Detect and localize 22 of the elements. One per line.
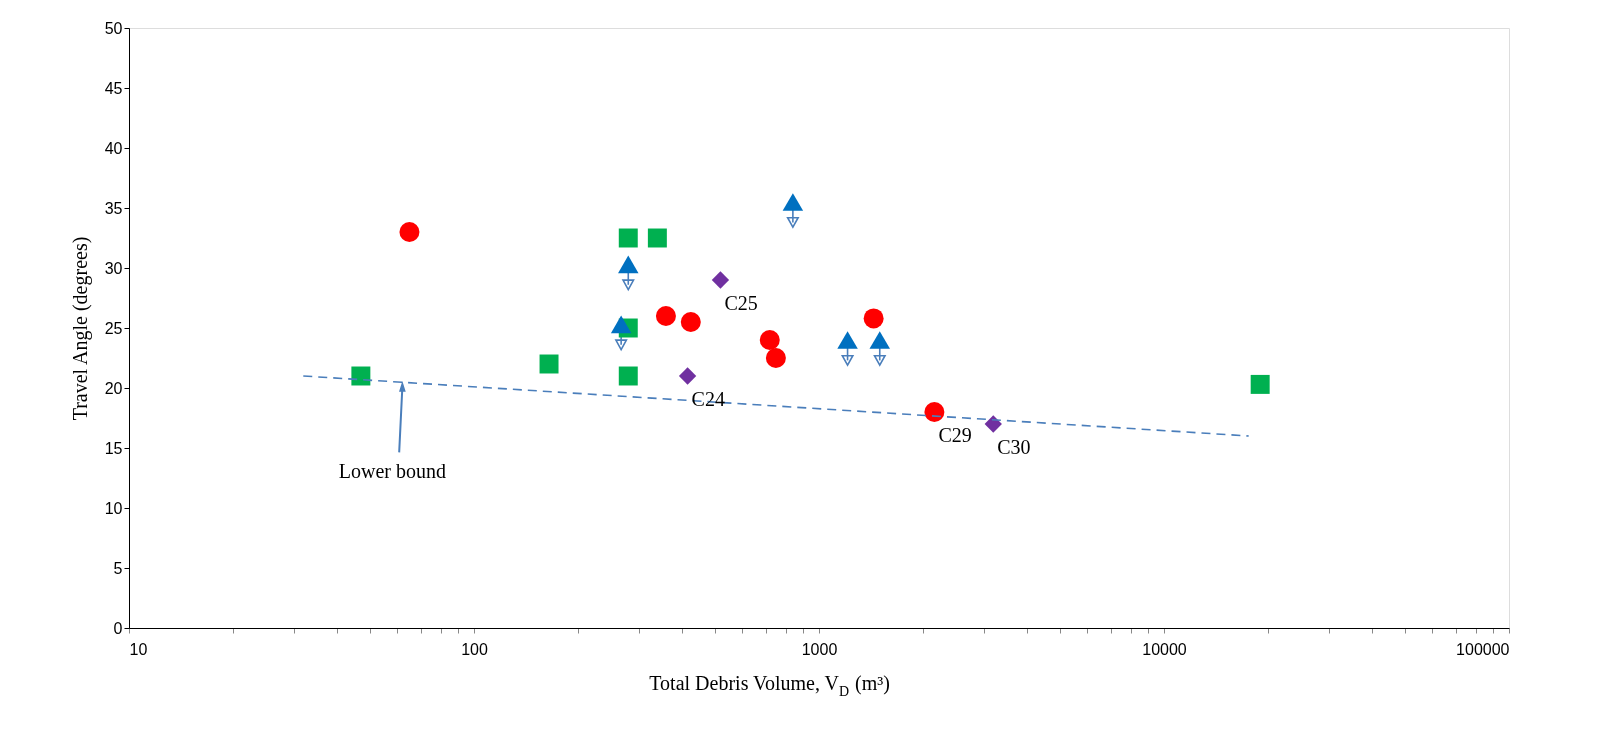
y-tick-label: 15	[104, 439, 123, 457]
annotation: C25	[724, 292, 758, 314]
annotation: Lower bound	[338, 460, 446, 483]
y-tick-label: 45	[104, 79, 123, 97]
annotation: C24	[691, 388, 725, 410]
y-tick-label: 10	[104, 499, 123, 517]
y-tick-label: 30	[104, 259, 123, 277]
y-tick-label: 0	[113, 619, 123, 637]
y-tick-label: 50	[104, 19, 123, 37]
y-tick-label: 20	[104, 379, 123, 397]
annotation: C29	[938, 424, 972, 446]
y-tick-label: 40	[104, 139, 123, 157]
y-axis-title: Travel Angle (degrees)	[68, 236, 92, 421]
annotation: C30	[997, 436, 1031, 458]
x-tick-label: 10	[129, 640, 148, 658]
y-tick-label: 25	[104, 319, 123, 337]
x-tick-label: 100	[461, 640, 488, 658]
y-tick-label: 5	[113, 559, 123, 577]
x-tick-label: 100000	[1456, 640, 1510, 658]
x-tick-label: 1000	[801, 640, 838, 658]
x-tick-label: 10000	[1142, 640, 1187, 658]
y-tick-label: 35	[104, 199, 123, 217]
